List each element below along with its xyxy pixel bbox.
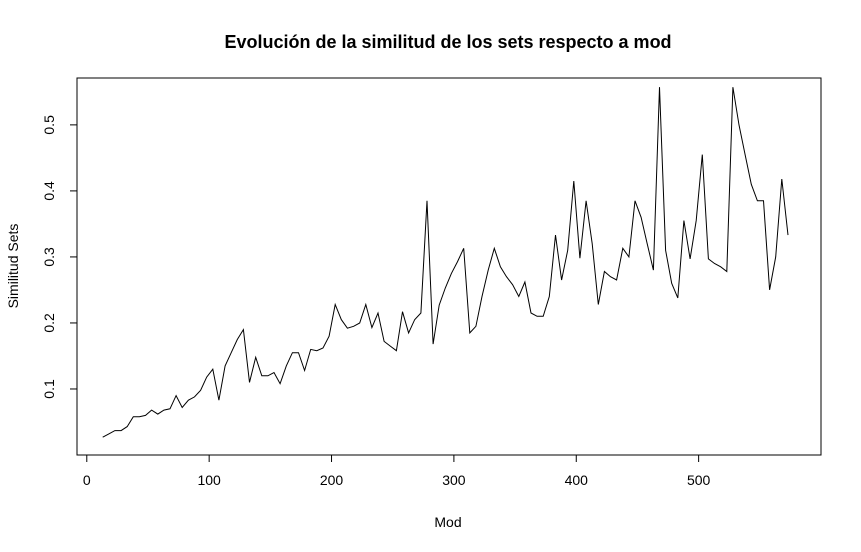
- y-tick-label: 0.5: [41, 115, 57, 135]
- y-tick-label: 0.3: [41, 247, 57, 267]
- x-axis: 0 100 200 300 400 500: [83, 454, 711, 488]
- chart-title: Evolución de la similitud de los sets re…: [224, 32, 671, 52]
- plot-frame: [76, 77, 822, 456]
- x-tick-label: 100: [197, 472, 221, 488]
- y-axis: 0.1 0.2 0.3 0.4 0.5: [41, 115, 78, 399]
- x-axis-label: Mod: [434, 514, 461, 530]
- y-tick-label: 0.4: [41, 181, 57, 201]
- y-tick-label: 0.1: [41, 379, 57, 399]
- x-tick-label: 0: [83, 472, 91, 488]
- series-line: [102, 87, 789, 438]
- x-tick-label: 500: [687, 472, 711, 488]
- x-tick-label: 300: [442, 472, 466, 488]
- x-tick-label: 400: [565, 472, 589, 488]
- x-tick-label: 200: [320, 472, 344, 488]
- y-tick-label: 0.2: [41, 313, 57, 333]
- y-axis-label: Similitud Sets: [5, 224, 21, 309]
